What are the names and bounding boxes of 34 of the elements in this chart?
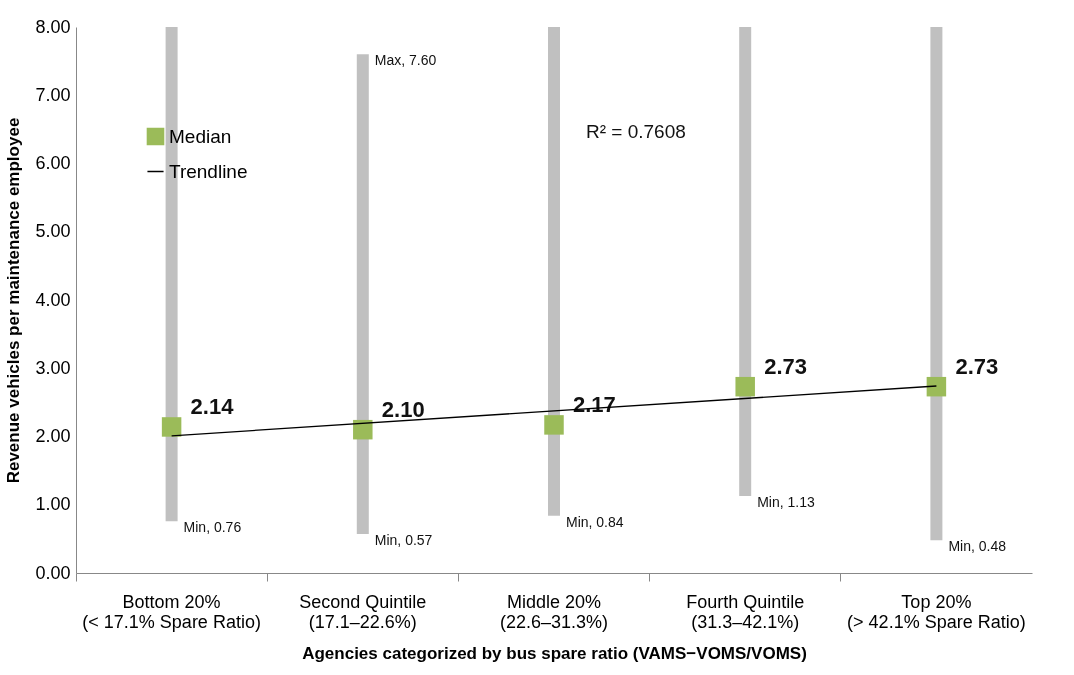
- y-tick-label: 5.00: [35, 221, 71, 242]
- data-label: 2.73: [764, 353, 808, 379]
- point: [735, 376, 755, 397]
- legend-label: Median: [169, 125, 232, 147]
- y-axis-title: Revenue vehicles per maintenance employee: [4, 117, 24, 484]
- x-tick-label: Fourth Quintile (31.3–42.1%): [686, 591, 805, 632]
- annotation: Min, 1.13: [757, 493, 815, 510]
- point: [926, 376, 947, 397]
- data-label: 2.10: [381, 396, 425, 422]
- y-tick-label: 7.00: [35, 84, 71, 105]
- x-tick-label: Top 20% (> 42.1% Spare Ratio): [847, 591, 1026, 632]
- x-tick-label: Middle 20% (22.6–31.3%): [499, 591, 609, 632]
- x-axis-title: Agencies categorized by bus spare ratio (VAMS−VOMS/VOMS): [302, 643, 807, 663]
- y-tick-label: 1.00: [35, 494, 71, 515]
- legend-label: Trendline: [169, 160, 248, 182]
- y-tick-label: 2.00: [35, 426, 71, 446]
- annotation: Min, 0.84: [566, 513, 624, 530]
- y-tick-label: 8.00: [35, 16, 71, 37]
- x-tick-label: Bottom 20% (< 17.1% Spare Ratio): [82, 591, 261, 632]
- point: [544, 415, 564, 435]
- y-tick-label: 0.00: [35, 562, 71, 583]
- y-tick-label: 4.00: [35, 289, 71, 310]
- annotation: Min, 0.48: [948, 538, 1007, 555]
- annotation: R² = 0.7608: [586, 121, 686, 142]
- data-label: 2.73: [955, 353, 999, 379]
- annotation: Min, 0.57: [374, 532, 433, 549]
- data-label: 2.14: [190, 393, 235, 419]
- y-tick-label: 3.00: [35, 357, 71, 378]
- point: [353, 419, 373, 440]
- x-tick-label: Second Quintile (17.1–22.6%): [299, 591, 427, 632]
- y-tick-label: 6.00: [35, 153, 71, 173]
- point: [161, 417, 182, 437]
- annotation: Min, 0.76: [183, 519, 242, 536]
- annotation: Max, 7.60: [374, 52, 437, 69]
